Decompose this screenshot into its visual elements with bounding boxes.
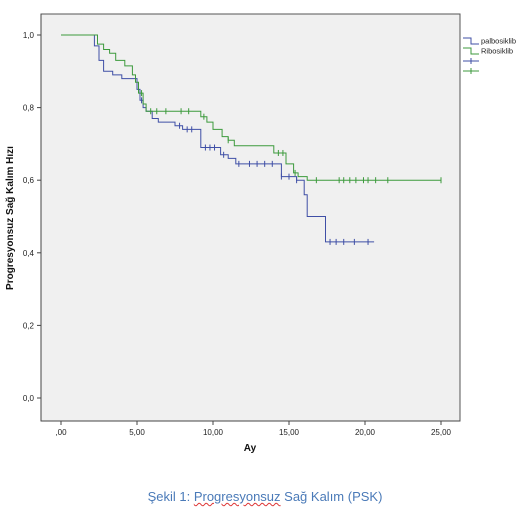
y-tick-label: 0,6	[23, 176, 35, 185]
y-tick-label: 0,8	[23, 104, 35, 113]
figure-caption: Şekil 1: Progresyonsuz Sağ Kalım (PSK)	[0, 489, 530, 504]
y-tick-label: 0,2	[23, 321, 35, 330]
legend-swatch	[463, 37, 479, 45]
caption-suffix: Sağ Kalım (PSK)	[280, 489, 383, 504]
legend-swatch	[463, 47, 479, 55]
y-tick-label: 0,4	[23, 249, 35, 258]
y-axis-ticks: 0,0 0,2 0,4 0,6 0,8 1,0	[23, 31, 41, 403]
x-tick-label: 20,00	[355, 428, 376, 437]
legend-item	[463, 68, 479, 74]
x-tick-label: 10,00	[203, 428, 224, 437]
caption-prefix: Şekil 1:	[147, 489, 194, 504]
y-axis-title: Progresyonsuz Sağ Kalım Hızı	[5, 146, 16, 290]
km-survival-chart: ,00 5,00 10,00 15,00 20,00 25,00 0,0 0,2 0,4 0,6…	[5, 13, 516, 454]
x-tick-label: 25,00	[431, 428, 452, 437]
series-line-ribosiklib	[61, 34, 441, 181]
y-tick-label: 1,0	[23, 31, 35, 40]
x-axis-title: Ay	[244, 443, 257, 454]
x-tick-label: ,00	[55, 428, 67, 437]
legend-label: Ribosiklib	[481, 47, 513, 56]
y-tick-label: 0,0	[23, 394, 35, 403]
caption-underlined-word: Progresyonsuz	[193, 489, 281, 504]
plot-area	[40, 13, 461, 422]
legend-label: palbosiklib	[481, 37, 516, 46]
x-tick-label: 5,00	[129, 428, 145, 437]
x-tick-label: 15,00	[279, 428, 300, 437]
x-axis-ticks: ,00 5,00 10,00 15,00 20,00 25,00	[55, 421, 452, 437]
legend-item	[463, 58, 479, 64]
legend-item: palbosiklib	[463, 37, 516, 46]
series-line-palbosiklib	[61, 34, 375, 243]
legend-item: Ribosiklib	[463, 47, 513, 56]
series-layer	[61, 34, 442, 245]
